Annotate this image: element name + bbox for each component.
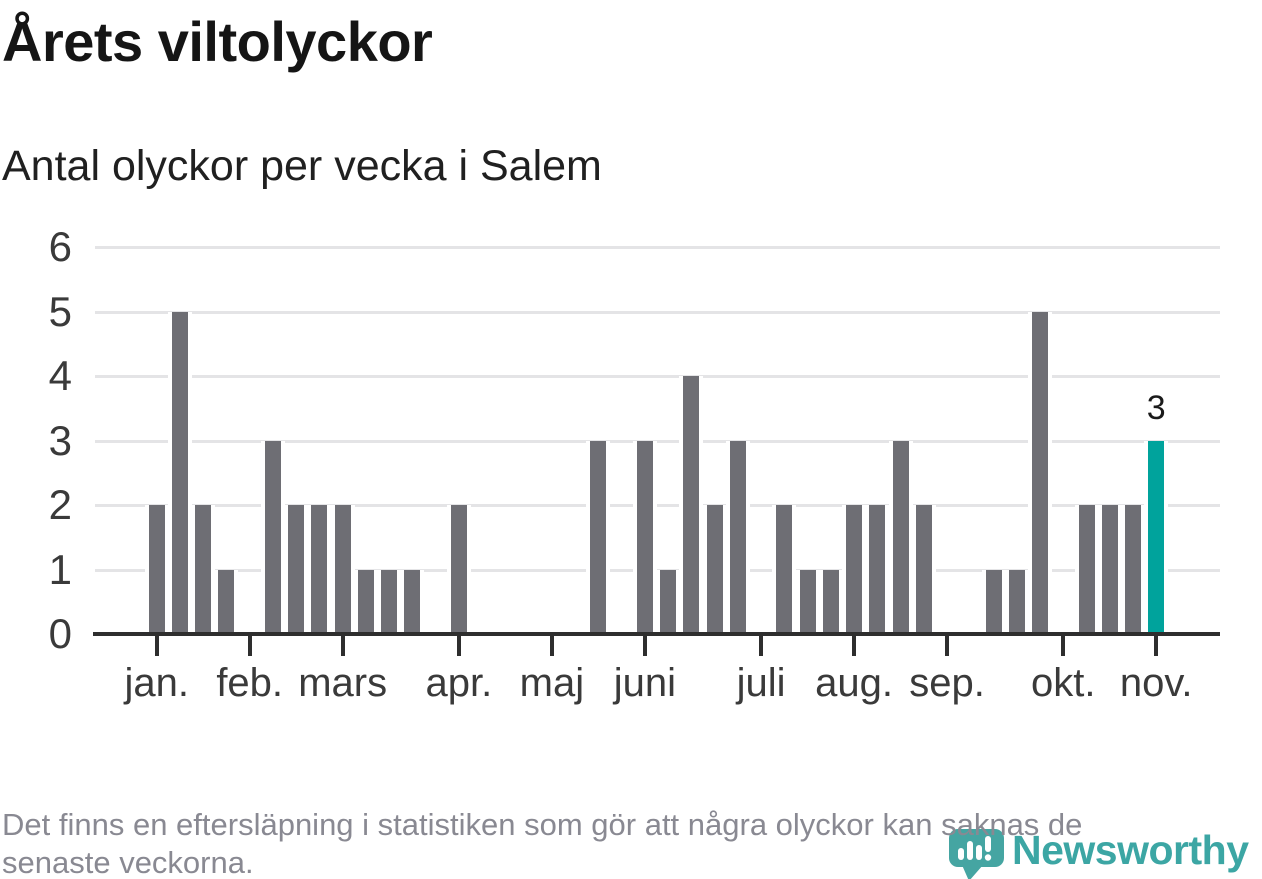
bar-week-25 [702,505,727,634]
y-axis-label-6: 6 [48,223,72,270]
x-axis-tick-jan [154,636,159,656]
newsworthy-speech-bubble-barchart-icon [948,828,1006,879]
bar-week-44-highlighted [1144,440,1169,634]
x-axis-tick-apr [456,636,461,656]
page-title: Årets viltolyckor [2,10,433,73]
y-axis-label-2: 2 [48,481,72,528]
bar-week-3 [191,505,216,634]
bar-week-32 [865,505,890,634]
bar-week-8 [307,505,332,634]
bar-week-43 [1120,505,1145,634]
bar-week-38 [1004,569,1029,634]
bar-week-41 [1074,505,1099,634]
x-axis-label-sep: sep. [909,661,985,705]
x-axis-label-jan: jan. [124,661,189,705]
bar-week-33 [888,440,913,634]
gridline-y4 [95,375,1220,378]
x-axis-tick-aug [852,636,857,656]
bar-week-24 [679,376,704,634]
y-axis-label-0: 0 [48,610,72,657]
y-axis-label-1: 1 [48,545,72,593]
gridline-y5 [95,310,1220,314]
x-axis-label-aug: aug. [815,661,893,705]
x-axis-tick-okt [1061,636,1066,656]
x-axis-label-juni: juni [613,661,676,705]
chart-subtitle: Antal olyckor per vecka i Salem [2,142,602,190]
bar-week-31 [842,505,867,634]
gridline-y6 [95,246,1220,249]
x-axis-tick-nov [1154,636,1159,656]
x-axis-tick-juni [642,636,647,656]
newsworthy-logo-text: Newsworthy [1012,827,1249,873]
x-axis-label-juli: juli [736,661,786,705]
bar-week-6 [260,440,285,634]
bar-week-11 [377,569,402,634]
bar-week-10 [353,569,378,634]
bar-week-37 [981,569,1006,634]
bar-week-28 [772,505,797,634]
bar-week-4 [214,569,239,634]
x-axis-line [93,632,1220,636]
bar-week-1 [144,505,169,634]
y-axis-label-3: 3 [48,416,72,464]
x-axis-tick-juli [759,636,764,656]
x-axis-tick-maj [549,636,554,656]
gridline-y2 [95,504,1220,507]
x-axis-label-apr: apr. [425,661,493,705]
bar-week-26 [725,440,750,634]
y-axis-label-4: 4 [48,352,72,399]
x-axis-label-nov: nov. [1119,661,1193,705]
bar-week-42 [1097,505,1122,634]
x-axis-tick-feb [247,636,252,656]
y-axis-label-5: 5 [48,287,72,335]
footer-note-line1: Det finns en eftersläpning i statistiken… [2,807,1083,842]
x-axis-tick-sep [945,636,950,656]
footer-note: Det finns en eftersläpning i statistiken… [2,806,1258,879]
bar-week-23 [656,569,681,634]
x-axis-tick-mars [340,636,345,656]
bar-week-29 [795,569,820,634]
gridline-y3 [95,439,1220,443]
bar-week-20 [586,440,611,634]
x-axis-label-okt: okt. [1031,661,1096,705]
x-axis-label-feb: feb. [216,661,284,705]
bar-week-9 [330,505,355,634]
x-axis-label-maj: maj [519,661,585,705]
bar-chart-plot-area: 0 1 2 3 4 5 6 jan. feb. mars apr. maj juni juli aug. se… [48,223,1220,705]
bar-week-7 [284,505,309,634]
bar-week-14 [446,505,471,634]
x-axis-label-mars: mars [298,661,388,705]
highlight-value-label: 3 [1146,388,1166,427]
bar-week-2 [167,311,192,634]
bar-week-30 [818,569,843,634]
bar-week-34 [911,505,936,634]
bar-week-12 [400,569,425,634]
footer-note-line2: senaste veckorna. [2,845,254,879]
bar-week-22 [632,440,657,634]
bar-week-39 [1028,311,1052,634]
